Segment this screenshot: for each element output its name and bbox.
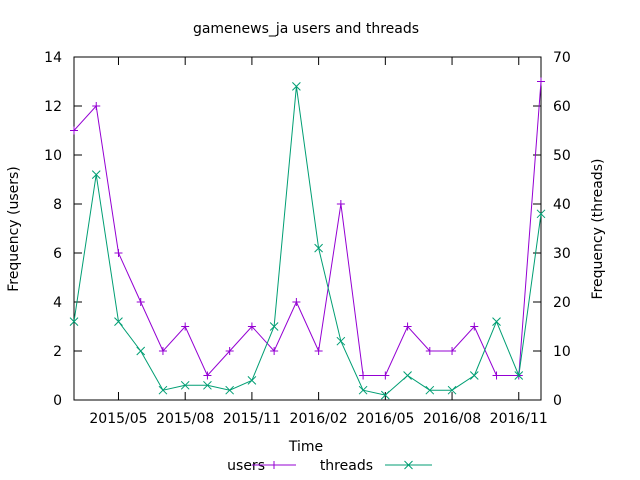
data-point-users — [92, 102, 101, 110]
y2-tick-label: 60 — [553, 99, 571, 115]
y-axis-label: Frequency (users) — [6, 166, 22, 292]
x-tick-label: 2016/02 — [290, 411, 348, 427]
legend-label-threads: threads — [320, 458, 373, 474]
data-point-threads — [492, 317, 501, 326]
data-point-users — [114, 249, 123, 257]
legend: users threads — [227, 458, 432, 474]
y-tick-label: 6 — [53, 246, 62, 262]
data-point-threads — [336, 336, 346, 346]
data-point-threads — [247, 376, 257, 385]
y-tick-label: 12 — [44, 99, 62, 115]
data-point-threads — [314, 243, 323, 253]
data-point-threads — [91, 170, 101, 179]
x-tick-label: 2016/05 — [356, 411, 414, 427]
y-tick-label: 10 — [44, 148, 62, 164]
data-point-users — [448, 347, 457, 355]
data-point-threads — [158, 385, 168, 395]
data-point-users — [314, 347, 323, 355]
data-point-users — [158, 347, 167, 355]
y2-tick-label: 50 — [553, 148, 571, 164]
data-point-users — [403, 322, 412, 331]
plot-frame — [73, 56, 542, 401]
series-line-users — [73, 81, 542, 377]
y2-tick-label: 40 — [553, 197, 571, 213]
data-point-users — [225, 347, 234, 355]
data-point-threads — [225, 385, 235, 395]
y-tick-label: 2 — [53, 344, 62, 360]
chart-title: gamenews_ja users and threads — [193, 21, 419, 37]
data-point-threads — [469, 371, 479, 380]
series-line-threads — [73, 86, 542, 396]
data-point-users — [247, 322, 256, 331]
legend-marker-threads — [404, 460, 413, 470]
data-point-threads — [114, 317, 123, 326]
data-point-users — [292, 298, 301, 306]
x-tick-label: 2015/05 — [89, 411, 147, 427]
data-point-threads — [136, 346, 146, 356]
data-point-threads — [514, 371, 524, 380]
data-point-users — [425, 347, 434, 355]
data-point-users — [203, 371, 212, 380]
data-point-users — [492, 371, 501, 380]
y2-tick-label: 20 — [553, 295, 571, 311]
data-point-threads — [358, 385, 368, 395]
data-point-users — [470, 322, 479, 331]
data-point-threads — [447, 385, 457, 395]
x-tick-label: 2015/08 — [156, 411, 214, 427]
data-point-threads — [203, 380, 212, 390]
data-point-threads — [380, 390, 390, 400]
data-point-threads — [403, 371, 412, 380]
legend-marker-users — [270, 461, 278, 469]
legend-label-users: users — [227, 458, 265, 474]
data-point-users — [537, 77, 545, 86]
data-point-threads — [269, 322, 279, 331]
data-point-users — [381, 371, 390, 380]
data-point-threads — [536, 209, 546, 219]
y-tick-label: 8 — [53, 197, 62, 213]
data-point-threads — [180, 380, 190, 390]
x-tick-label: 2016/08 — [423, 411, 481, 427]
data-point-users — [270, 347, 279, 355]
data-point-users — [136, 298, 145, 306]
x-axis-label: Time — [288, 439, 323, 455]
y2-tick-label: 0 — [553, 393, 562, 409]
data-point-threads — [69, 317, 79, 326]
x-tick-label: 2016/11 — [490, 411, 548, 427]
data-point-threads — [425, 385, 435, 395]
data-point-threads — [292, 82, 301, 91]
y2-tick-label: 30 — [553, 246, 571, 262]
y2-tick-label: 70 — [553, 50, 571, 66]
y-tick-label: 0 — [53, 393, 62, 409]
y2-axis-label: Frequency (threads) — [590, 159, 606, 300]
data-point-users — [70, 126, 78, 135]
y-tick-label: 14 — [44, 50, 62, 66]
x-tick-label: 2015/11 — [223, 411, 281, 427]
y2-tick-label: 10 — [553, 344, 571, 360]
data-point-users — [181, 322, 190, 331]
y-tick-label: 4 — [53, 295, 62, 311]
data-point-users — [359, 371, 368, 380]
plot-area: 0 2 4 6 8 10 12 14 0 10 20 30 40 50 60 70 2015/05 2015/08… — [44, 50, 571, 427]
data-point-users — [336, 200, 345, 208]
